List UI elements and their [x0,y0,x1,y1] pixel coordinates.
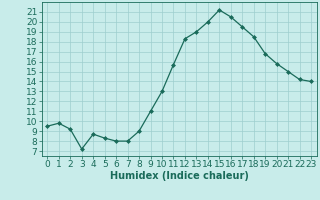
X-axis label: Humidex (Indice chaleur): Humidex (Indice chaleur) [110,171,249,181]
